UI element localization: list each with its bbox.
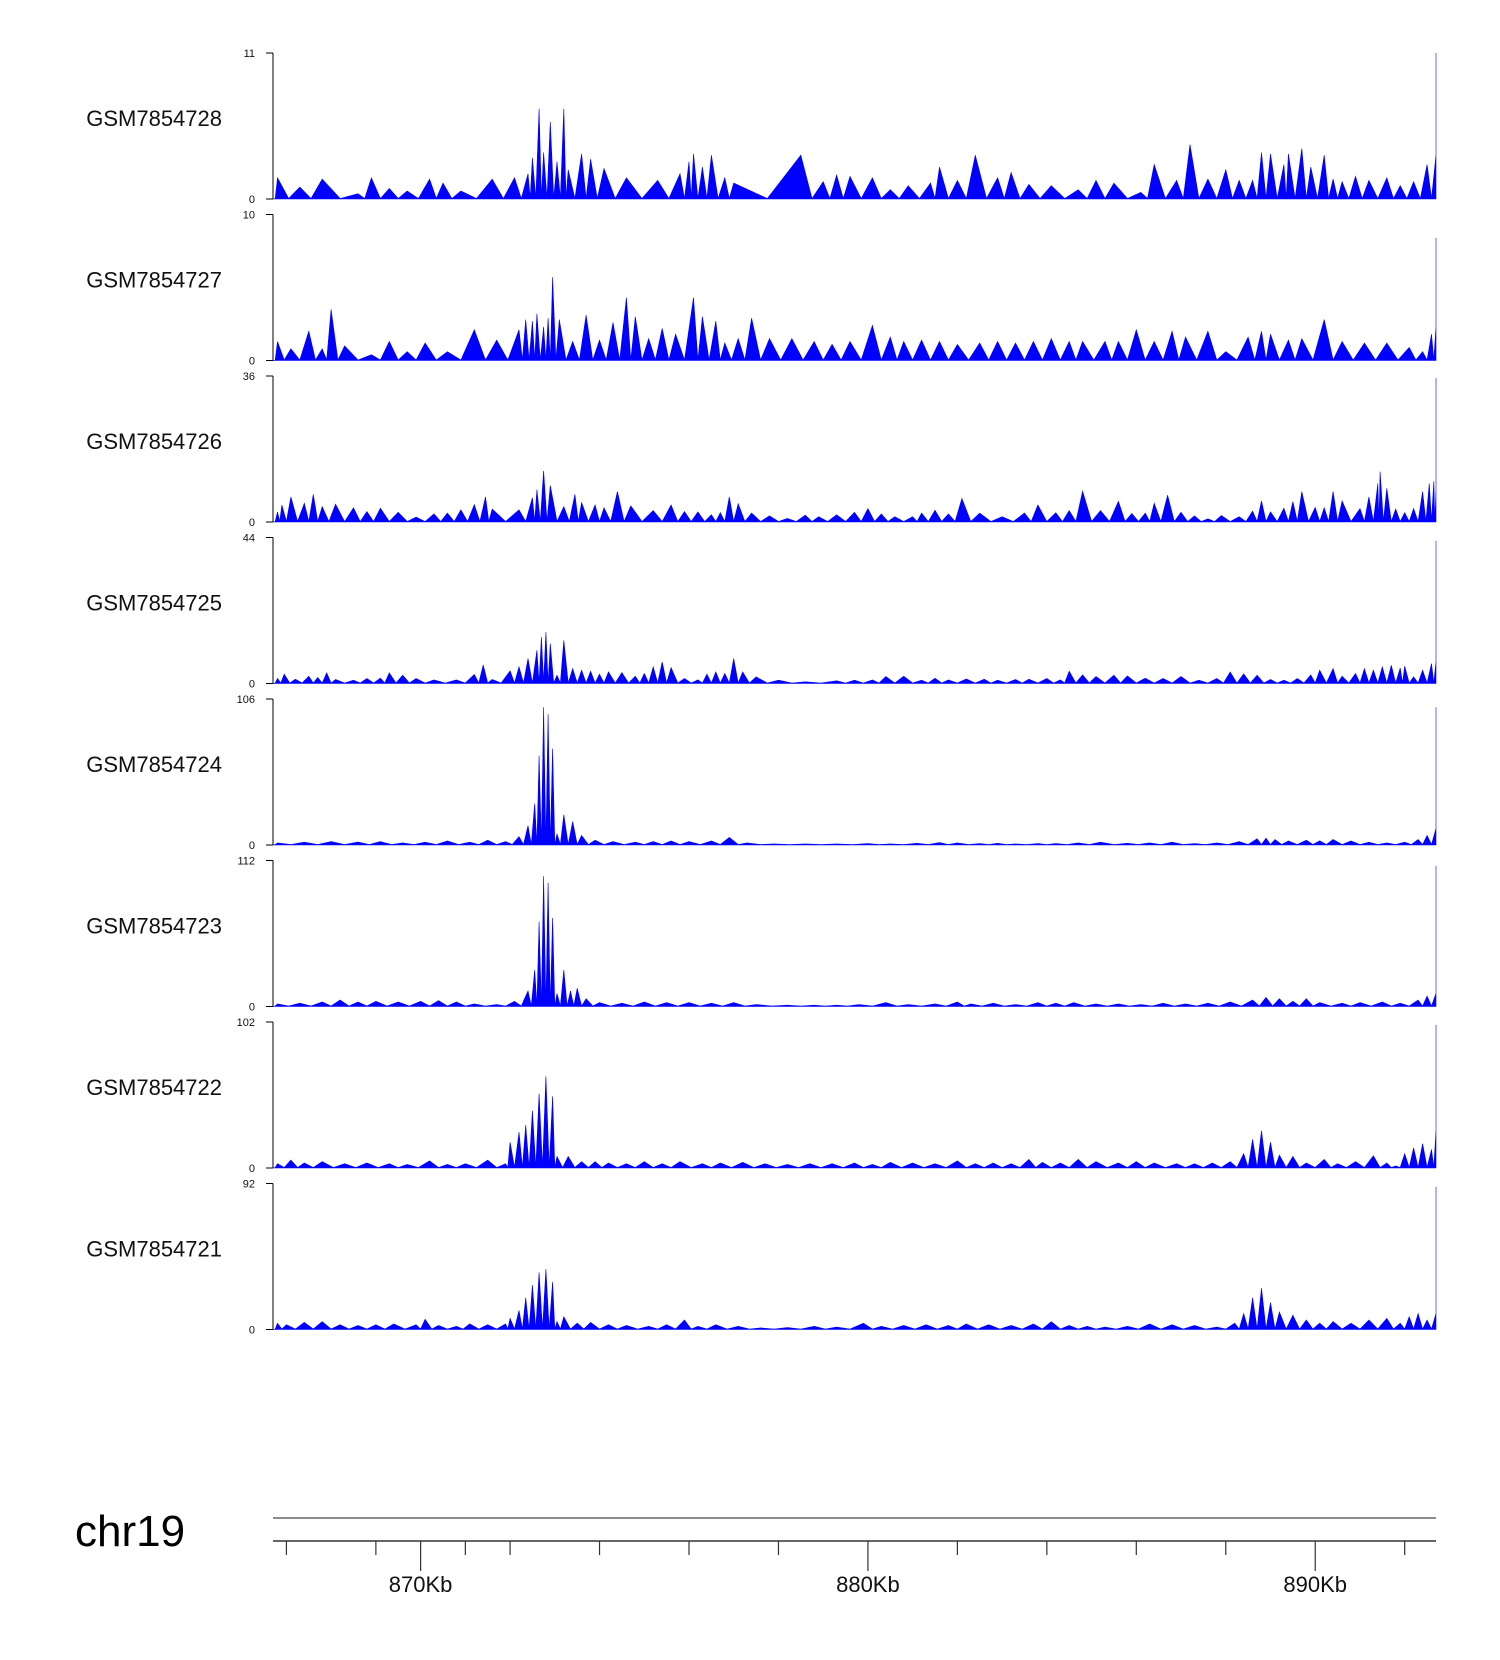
y-min-label-GSM7854726: 0 <box>249 517 255 529</box>
coverage-area-GSM7854727 <box>272 237 1437 362</box>
coverage-area-GSM7854723 <box>272 865 1437 1007</box>
genome-axis: chr19 870Kb 880Kb 890Kb <box>75 1507 1436 1597</box>
track-label-GSM7854725: GSM7854725 <box>86 591 222 616</box>
x-tick-label-880: 880Kb <box>836 1572 900 1597</box>
track-label-GSM7854721: GSM7854721 <box>86 1237 222 1262</box>
y-min-label-GSM7854727: 0 <box>249 356 255 368</box>
y-max-label-GSM7854721: 92 <box>243 1179 255 1191</box>
y-min-label-GSM7854724: 0 <box>249 840 255 852</box>
track-label-GSM7854726: GSM7854726 <box>86 429 222 454</box>
track-GSM7854724: 106 0 GSM7854724 <box>86 694 1437 852</box>
y-max-label-GSM7854722: 102 <box>237 1017 255 1029</box>
y-min-label-GSM7854725: 0 <box>249 679 255 691</box>
y-max-label-GSM7854723: 112 <box>237 856 255 868</box>
coverage-area-GSM7854725 <box>272 540 1437 685</box>
coverage-area-GSM7854724 <box>272 707 1437 846</box>
y-min-label-GSM7854722: 0 <box>249 1163 255 1175</box>
y-max-label-GSM7854727: 10 <box>243 210 255 222</box>
y-max-label-GSM7854726: 36 <box>243 371 255 383</box>
x-tick-label-890: 890Kb <box>1283 1572 1347 1597</box>
coverage-area-GSM7854726 <box>272 378 1437 523</box>
track-label-GSM7854727: GSM7854727 <box>86 268 222 293</box>
y-min-label-GSM7854721: 0 <box>249 1325 255 1337</box>
track-GSM7854722: 102 0 GSM7854722 <box>86 1017 1437 1175</box>
x-tick-label-870: 870Kb <box>389 1572 453 1597</box>
coverage-area-GSM7854721 <box>272 1186 1437 1330</box>
track-label-GSM7854728: GSM7854728 <box>86 106 222 131</box>
y-max-label-GSM7854728: 11 <box>244 48 255 60</box>
coverage-area-GSM7854722 <box>272 1024 1437 1169</box>
chromosome-label: chr19 <box>75 1507 185 1556</box>
track-GSM7854725: 44 0 GSM7854725 <box>86 533 1437 691</box>
track-GSM7854728: 11 0 GSM7854728 <box>86 48 1437 206</box>
track-label-GSM7854722: GSM7854722 <box>86 1075 222 1100</box>
track-GSM7854727: 10 0 GSM7854727 <box>86 210 1437 368</box>
track-GSM7854723: 112 0 GSM7854723 <box>86 856 1437 1014</box>
track-label-GSM7854723: GSM7854723 <box>86 914 222 939</box>
coverage-tracks: 11 0 GSM7854728 10 0 GSM7854727 36 0 GSM7854726 4… <box>86 48 1437 1337</box>
track-GSM7854726: 36 0 GSM7854726 <box>86 371 1437 529</box>
axis-ticks: 870Kb 880Kb 890Kb <box>285 1541 1406 1597</box>
track-GSM7854721: 92 0 GSM7854721 <box>86 1179 1437 1337</box>
track-label-GSM7854724: GSM7854724 <box>86 752 222 777</box>
y-max-label-GSM7854724: 106 <box>237 694 255 706</box>
y-min-label-GSM7854728: 0 <box>249 194 255 206</box>
y-max-label-GSM7854725: 44 <box>243 533 255 545</box>
y-min-label-GSM7854723: 0 <box>249 1002 255 1014</box>
coverage-area-GSM7854728 <box>272 53 1437 200</box>
